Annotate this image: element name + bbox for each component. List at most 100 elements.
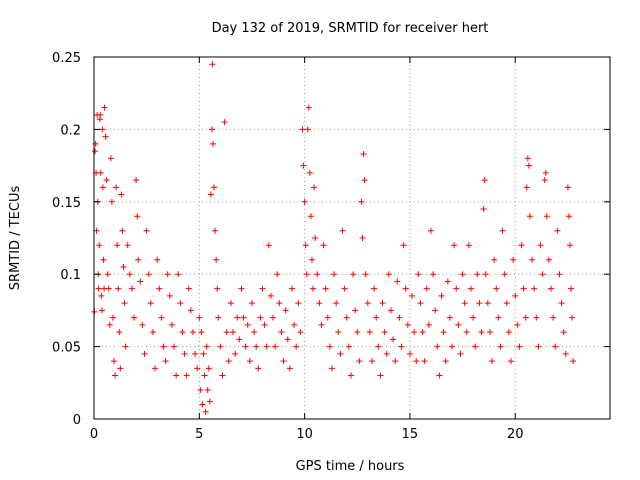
data-point [242,343,249,350]
data-point [312,235,319,241]
data-point [514,321,521,328]
data-point [470,314,477,321]
data-point [453,285,460,292]
x-tick-label: 10 [296,427,313,442]
data-point [383,350,390,357]
data-point [362,271,369,278]
data-point [516,343,523,350]
data-point [118,191,125,198]
data-point [457,350,464,357]
data-point [411,329,418,336]
data-point [291,321,298,328]
data-point [482,271,489,278]
data-point [270,314,277,321]
data-point [102,133,109,140]
data-point [211,184,218,191]
data-point [185,285,192,292]
data-point [206,398,213,405]
data-point [306,169,313,176]
data-point [248,300,255,307]
data-point [545,256,552,263]
data-point [409,292,416,299]
data-point [421,358,428,365]
data-point [149,329,156,336]
data-point [300,162,307,169]
data-point [406,350,413,357]
data-point [402,285,409,292]
data-point [558,300,565,307]
data-point [442,358,449,365]
grid-lines [94,57,610,419]
data-point [427,227,434,234]
data-point [253,343,260,350]
data-point [565,213,572,220]
data-point [168,321,175,328]
data-point [350,271,357,278]
data-point [542,169,549,176]
data-point [451,242,458,249]
data-point [324,314,331,321]
data-point [299,126,306,133]
data-point [446,314,453,321]
data-point [99,126,106,133]
data-point [501,271,508,278]
data-point [508,358,515,365]
data-point [360,151,367,158]
data-point [390,336,397,343]
data-point [543,213,550,220]
data-point [171,343,178,350]
data-point [272,343,279,350]
data-point [333,300,340,307]
data-point [208,126,215,133]
data-point [341,285,348,292]
data-point [101,104,108,111]
data-point [97,169,104,176]
data-point [162,358,169,365]
data-point [103,177,110,184]
data-point [295,300,302,307]
data-point [474,271,481,278]
data-point [535,343,542,350]
y-tick-label: 0.1 [60,268,81,283]
data-point [489,358,496,365]
data-point [177,300,184,307]
data-point [491,256,498,263]
data-point [121,300,128,307]
data-point [518,242,525,249]
data-point [302,242,309,249]
data-point [394,278,401,285]
data-point [173,372,180,379]
data-point [212,227,219,234]
data-point [100,256,107,263]
data-point [95,285,102,292]
data-point [278,329,285,336]
data-point [347,372,354,379]
data-point [361,177,368,184]
data-point [217,343,224,350]
data-point [147,300,154,307]
data-point [529,256,536,263]
data-point [562,350,569,357]
data-point [120,263,127,270]
data-point [525,162,532,169]
data-point [209,140,216,147]
data-point [183,372,190,379]
data-point [413,358,420,365]
data-point [404,321,411,328]
data-point [373,314,380,321]
data-point [137,278,144,285]
data-point [97,111,104,118]
data-point [99,184,106,191]
data-point [478,329,485,336]
data-point [568,285,575,292]
data-point [99,307,106,314]
y-tick-label: 0.25 [52,51,81,66]
data-point [510,256,517,263]
data-point [524,155,531,162]
data-point [175,271,182,278]
data-point [131,314,138,321]
data-point [379,300,386,307]
data-point [556,271,563,278]
data-point [318,321,325,328]
